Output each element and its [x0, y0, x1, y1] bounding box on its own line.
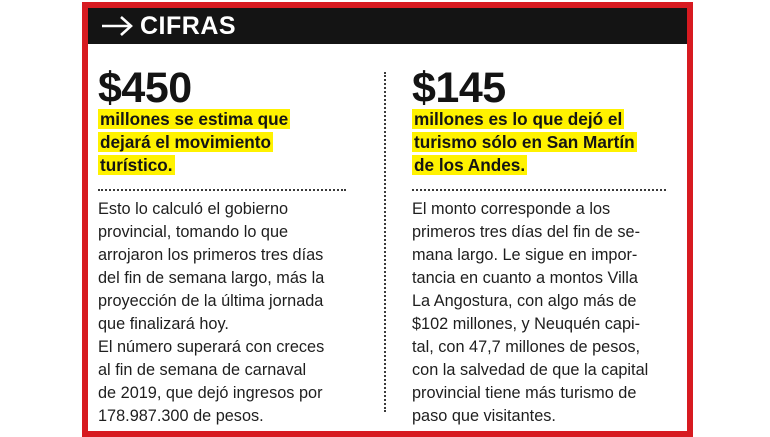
right-amount: $145 [412, 64, 506, 112]
right-body-line: $102 millones, y Neuquén capi- [412, 315, 641, 333]
right-dotted-separator [412, 189, 666, 191]
left-amount: $450 [98, 64, 192, 112]
left-body-line: El número superará con creces [98, 338, 325, 356]
right-body-line: La Angostura, con algo más de [412, 292, 637, 310]
right-highlight-line: millones es lo que dejó el [412, 109, 625, 129]
left-highlight-line: millones se estima que [98, 109, 291, 129]
left-highlight-line: turístico. [98, 155, 175, 175]
left-highlight-line: dejará el movimiento [98, 132, 273, 152]
right-highlight-line: turismo sólo en San Martín [412, 132, 637, 152]
cifras-box: CIFRAS $450 millones se estima que dejar… [82, 2, 693, 437]
arrow-right-icon [102, 16, 133, 36]
right-body-line: tancia en cuanto a montos Villa [412, 269, 638, 287]
left-body-line: del fin de semana largo, más la [98, 269, 325, 287]
right-body-line: provincial tiene más turismo de [412, 384, 637, 402]
left-body-line: provincial, tomando lo que [98, 223, 289, 241]
left-body-line: Esto lo calculó el gobierno [98, 200, 289, 218]
column-divider [384, 72, 386, 412]
header-title: CIFRAS [140, 12, 237, 40]
right-body-line: con la salvedad de que la capital [412, 361, 649, 379]
left-body-text: Esto lo calculó el gobierno provincial, … [98, 198, 356, 428]
right-highlight-line: de los Andes. [412, 155, 528, 175]
left-body-line: que finalizará hoy. [98, 315, 229, 333]
left-body-line: 178.987.300 de pesos. [98, 407, 264, 425]
left-body-line: proyección de la última jornada [98, 292, 324, 310]
left-highlight: millones se estima que dejará el movimie… [98, 108, 356, 177]
right-body-text: El monto corresponde a los primeros tres… [412, 198, 674, 428]
right-body-line: El monto corresponde a los [412, 200, 611, 218]
right-body-line: primeros tres días del fin de se- [412, 223, 641, 241]
right-body-line: tal, con 47,7 millones de pesos, [412, 338, 641, 356]
right-highlight: millones es lo que dejó el turismo sólo … [412, 108, 674, 177]
right-body-line: mana largo. Le sigue en impor- [412, 246, 638, 264]
left-body-line: al fin de semana de carnaval [98, 361, 307, 379]
right-body-line: paso que visitantes. [412, 407, 556, 425]
left-dotted-separator [98, 189, 346, 191]
right-column: $145 millones es lo que dejó el turismo … [412, 64, 674, 425]
left-body-line: de 2019, que dejó ingresos por [98, 384, 323, 402]
header-bar: CIFRAS [88, 8, 687, 44]
left-column: $450 millones se estima que dejará el mo… [98, 64, 356, 425]
left-body-line: arrojaron los primeros tres días [98, 246, 324, 264]
